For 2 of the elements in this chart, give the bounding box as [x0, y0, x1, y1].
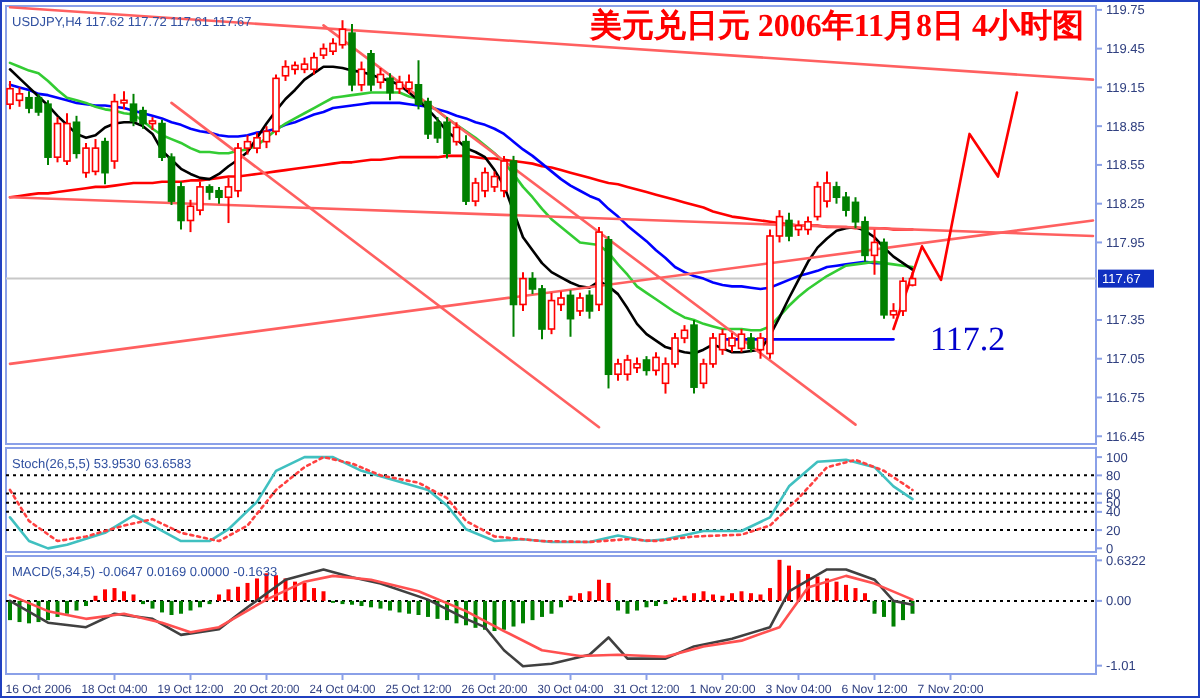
annotation: 117.2 — [930, 320, 1006, 358]
chart-title: 美元兑日元 2006年11月8日 4小时图 — [587, 6, 1084, 44]
